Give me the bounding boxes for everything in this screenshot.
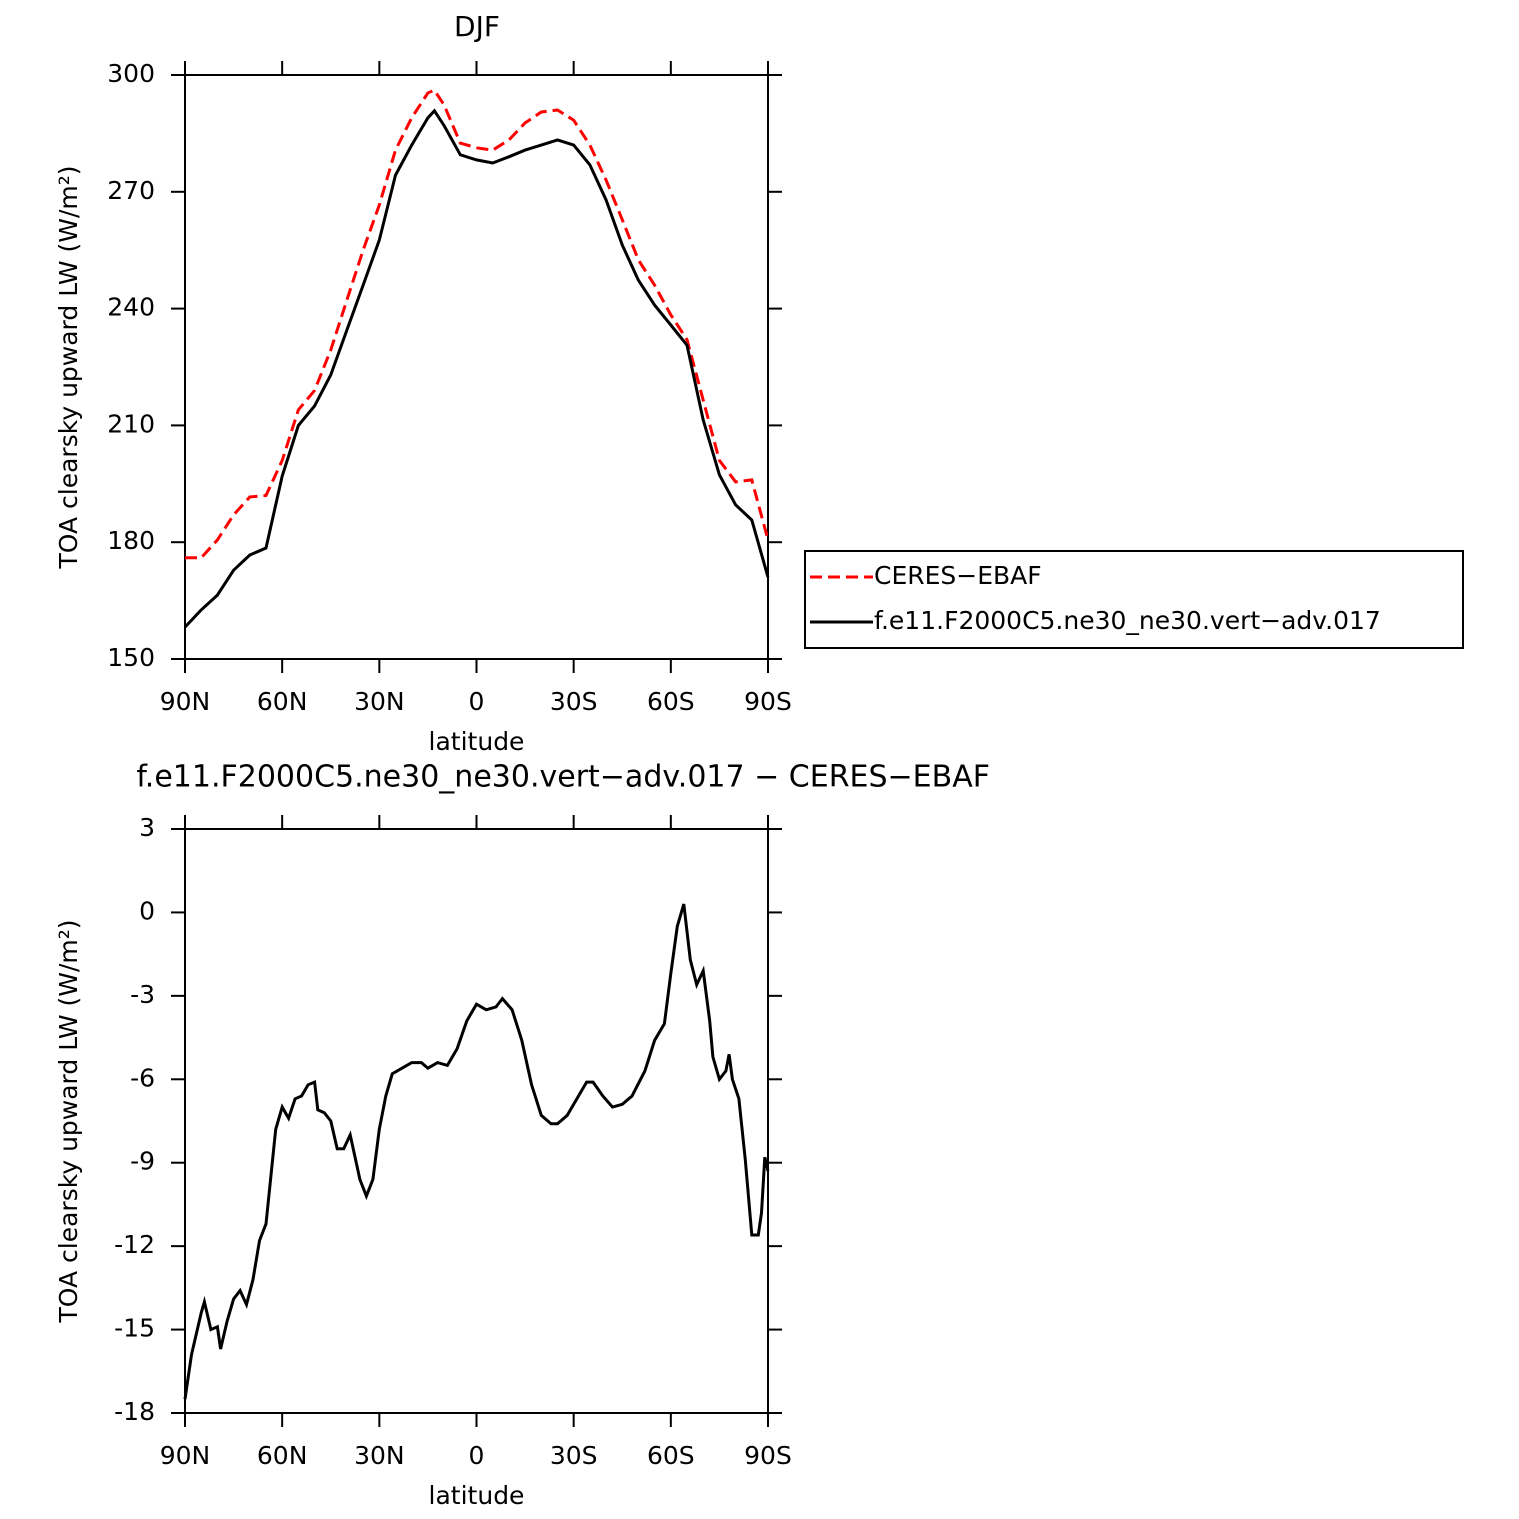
x-tick-label: 60S [647, 687, 695, 716]
x-tick-label: 60N [257, 687, 308, 716]
y-tick-label: 300 [107, 59, 155, 88]
data-line [183, 903, 770, 1400]
y-tick-label: -6 [130, 1063, 155, 1092]
x-axis-label: latitude [429, 727, 525, 756]
y-tick-label: -15 [114, 1314, 155, 1343]
x-tick-label: 30N [354, 687, 405, 716]
plot-frame [184, 74, 769, 660]
x-tick-label: 0 [469, 687, 485, 716]
chart-title: f.e11.F2000C5.ne30_ne30.vert−adv.017 − C… [136, 760, 990, 795]
x-tick-label: 60S [647, 1441, 695, 1470]
y-tick-label: -9 [130, 1147, 155, 1176]
y-tick-label: -18 [114, 1397, 155, 1426]
x-tick-label: 0 [469, 1441, 485, 1470]
legend-label: f.e11.F2000C5.ne30_ne30.vert−adv.017 [874, 606, 1381, 635]
legend-label: CERES−EBAF [874, 561, 1042, 590]
series-line [185, 88, 770, 560]
y-tick-label: 240 [107, 293, 155, 322]
y-tick-label: 0 [139, 896, 155, 925]
x-tick-label: 90N [160, 1441, 211, 1470]
y-tick-label: 270 [107, 176, 155, 205]
x-tick-label: 60N [257, 1441, 308, 1470]
legend-box [804, 550, 1464, 649]
y-axis-label: TOA clearsky upward LW (W/m²) [54, 919, 83, 1323]
y-tick-label: -3 [130, 980, 155, 1009]
y-tick-label: 150 [107, 643, 155, 672]
x-tick-label: 30N [354, 1441, 405, 1470]
y-tick-label: 3 [139, 813, 155, 842]
x-axis-label: latitude [429, 1481, 525, 1510]
x-tick-label: 30S [550, 1441, 598, 1470]
y-axis-label: TOA clearsky upward LW (W/m²) [54, 165, 83, 569]
x-tick-label: 90S [744, 1441, 792, 1470]
y-tick-label: -12 [114, 1230, 155, 1259]
y-tick-label: 210 [107, 409, 155, 438]
x-tick-label: 30S [550, 687, 598, 716]
chart-title: DJF [454, 10, 500, 43]
x-tick-label: 90N [160, 687, 211, 716]
series-line [183, 108, 770, 629]
x-tick-label: 90S [744, 687, 792, 716]
y-tick-label: 180 [107, 526, 155, 555]
